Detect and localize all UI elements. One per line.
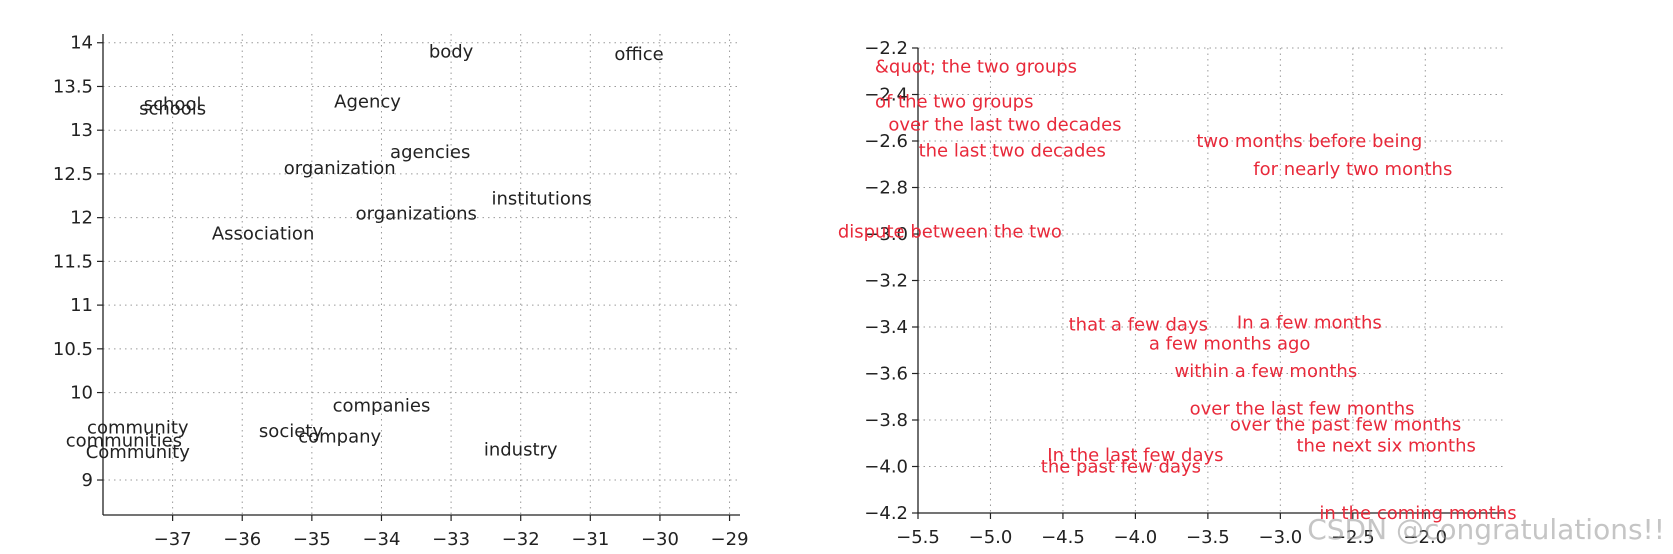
point-label: school	[144, 94, 202, 115]
y-tick-label: −3.6	[864, 364, 908, 385]
point-label: over the past few months	[1230, 415, 1461, 436]
x-tick-label: −29	[711, 529, 749, 550]
point-label: over the last few months	[1190, 398, 1415, 419]
point-label: the past few days	[1041, 457, 1201, 478]
x-tick-label: −5.5	[896, 527, 940, 548]
point-label: In a few months	[1237, 312, 1382, 333]
x-tick-label: −3.0	[1258, 527, 1302, 548]
x-tick-label: −3.5	[1186, 527, 1230, 548]
x-tick-label: −32	[502, 529, 540, 550]
point-label: the next six months	[1296, 436, 1475, 457]
point-label: schools	[139, 98, 206, 119]
y-tick-label: 14	[70, 33, 93, 54]
y-tick-label: −2.6	[864, 131, 908, 152]
point-label: Association	[212, 223, 315, 244]
point-label: the last two decades	[919, 140, 1106, 161]
y-tick-label: −3.2	[864, 271, 908, 292]
x-tick-label: −4.5	[1041, 527, 1085, 548]
x-tick-label: −35	[293, 529, 331, 550]
point-label: body	[429, 41, 474, 62]
x-tick-label: −4.0	[1114, 527, 1158, 548]
y-tick-label: −3.4	[864, 317, 908, 338]
point-label: office	[614, 44, 663, 65]
y-tick-label: −4.0	[864, 457, 908, 478]
point-label: within a few months	[1174, 361, 1357, 382]
y-tick-label: −2.2	[864, 38, 908, 59]
point-label: organizations	[356, 203, 477, 224]
y-tick-label: −2.8	[864, 178, 908, 199]
point-label: a few months ago	[1149, 333, 1311, 354]
point-label: Community	[86, 442, 191, 463]
x-tick-label: −37	[154, 529, 192, 550]
y-tick-label: 10.5	[53, 339, 93, 360]
y-tick-label: 12.5	[53, 164, 93, 185]
point-label: institutions	[492, 188, 592, 209]
x-tick-label: −31	[571, 529, 609, 550]
point-label: society	[259, 421, 323, 442]
y-tick-label: 13	[70, 120, 93, 141]
y-tick-label: −2.4	[864, 85, 908, 106]
x-tick-label: −30	[641, 529, 679, 550]
y-tick-label: 12	[70, 208, 93, 229]
watermark: CSDN @congratulations!!	[1307, 513, 1665, 546]
y-tick-label: 11.5	[53, 251, 93, 272]
point-label: agencies	[390, 142, 470, 163]
y-tick-label: −3.0	[864, 224, 908, 245]
point-label: community	[87, 418, 189, 439]
x-tick-label: −2.0	[1403, 527, 1447, 548]
left-scatter-panel: −37 −36 −35 −34 −33 −32 −31 −30 −29 9 10 10.5 11 11.5…	[53, 33, 749, 550]
point-label: two months before being	[1196, 131, 1422, 152]
x-tick-label: −33	[432, 529, 470, 550]
point-label: over the last two decades	[888, 115, 1121, 136]
point-label: organization	[284, 158, 396, 179]
point-label: &quot; the two groups	[875, 57, 1077, 78]
point-label: industry	[484, 439, 558, 460]
x-tick-label: −36	[223, 529, 261, 550]
right-scatter-panel: −5.5 −5.0 −4.5 −4.0 −3.5 −3.0 −2.5 −2.0 −2.2 −2.4…	[838, 38, 1517, 548]
y-tick-label: 13.5	[53, 76, 93, 97]
point-label: in the coming months	[1319, 503, 1516, 524]
x-tick-label: −2.5	[1331, 527, 1375, 548]
point-label: for nearly two months	[1253, 159, 1452, 180]
point-label: companies	[333, 396, 431, 417]
y-tick-label: 11	[70, 295, 93, 316]
point-label: communities	[66, 431, 182, 452]
point-label: Agency	[334, 91, 401, 112]
point-label: In the last few days	[1047, 445, 1223, 466]
point-label: of the two groups	[875, 91, 1034, 112]
y-tick-label: −3.8	[864, 410, 908, 431]
y-tick-label: 9	[82, 470, 93, 491]
x-tick-label: −5.0	[969, 527, 1013, 548]
point-label: that a few days	[1069, 315, 1208, 336]
y-tick-label: −4.2	[864, 503, 908, 524]
point-label: company	[298, 426, 381, 447]
point-label: dispute between the two	[838, 222, 1062, 243]
y-tick-label: 10	[70, 383, 93, 404]
x-tick-label: −34	[362, 529, 400, 550]
